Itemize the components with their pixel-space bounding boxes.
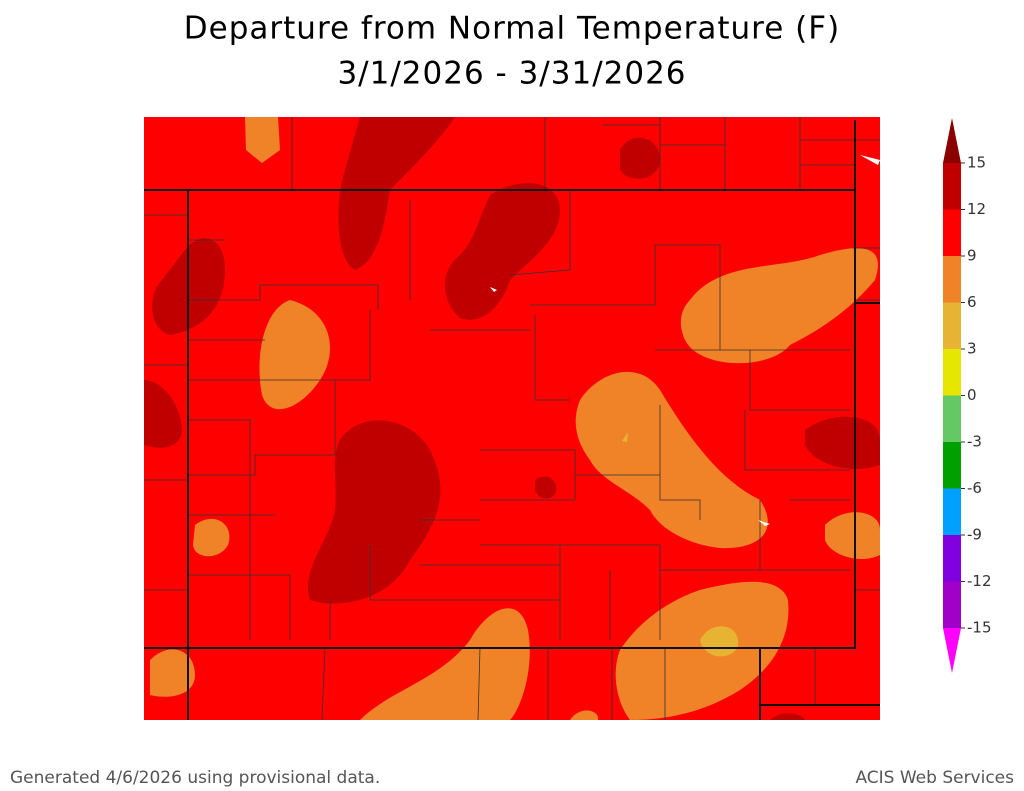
map	[144, 117, 880, 720]
colorbar-tick-label: 12	[967, 200, 986, 218]
colorbar-tick-label: -9	[967, 526, 982, 544]
colorbar-bin	[943, 488, 961, 535]
colorbar-tick-label: -6	[967, 479, 982, 497]
colorbar-bin	[943, 395, 961, 442]
colorbar-tick-label: -12	[967, 572, 992, 590]
colorbar-bin	[943, 256, 961, 303]
colorbar-tick-label: -3	[967, 433, 982, 451]
colorbar-bin	[943, 209, 961, 256]
colorbar-top-arrow	[943, 118, 961, 163]
colorbar-tick-label: 0	[967, 386, 977, 404]
footer-left: Generated 4/6/2026 using provisional dat…	[10, 768, 380, 788]
colorbar-bin	[943, 163, 961, 210]
colorbar-tick-label: 6	[967, 293, 977, 311]
colorbar-bin	[943, 581, 961, 628]
colorbar-tick-label: 3	[967, 340, 977, 358]
dark-red-areas	[144, 117, 880, 720]
colorbar-tick-label: -15	[967, 619, 992, 637]
colorbar-bin	[943, 535, 961, 582]
colorbar-bottom-arrow	[943, 628, 961, 673]
colorbar-tick-label: 9	[967, 247, 977, 265]
colorbar-bin	[943, 442, 961, 489]
colorbar-bin	[943, 302, 961, 349]
colorbar-tick-label: 15	[967, 154, 986, 172]
water-bodies	[490, 155, 880, 526]
map-title: Departure from Normal Temperature (F)	[184, 11, 840, 47]
state-borders	[144, 120, 880, 720]
orange-areas	[150, 117, 880, 720]
footer-right: ACIS Web Services	[855, 768, 1014, 788]
colorbar: 15 12 9 6 3 0 -3 -6 -9 -12 -15	[943, 118, 992, 673]
map-subtitle: 3/1/2026 - 3/31/2026	[337, 56, 686, 92]
colorbar-bin	[943, 349, 961, 396]
